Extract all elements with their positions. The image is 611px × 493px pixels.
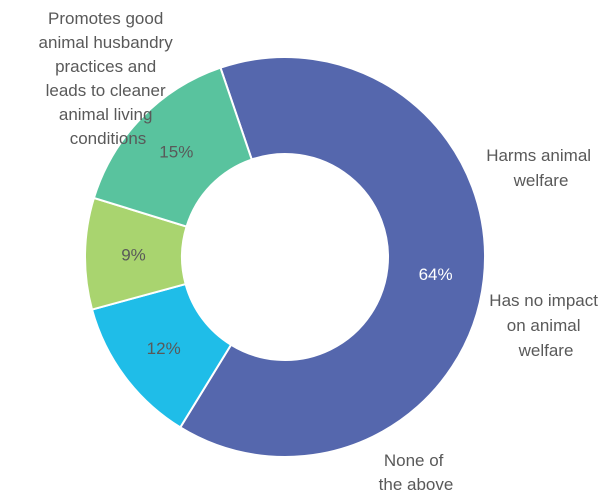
category-label-no-impact-line-1: Has no impact	[489, 291, 598, 310]
category-label-harms-line-1: Harms animal	[486, 146, 591, 165]
category-label-promotes-line-4: leads to cleaner	[46, 81, 166, 100]
data-label-promotes: 64%	[419, 265, 453, 284]
category-label-harms: Harms animal welfare	[486, 146, 596, 190]
category-label-promotes-line-5: animal living	[59, 105, 153, 124]
category-label-none: None of the above	[379, 451, 454, 493]
category-label-promotes-line-2: animal husbandry	[39, 33, 174, 52]
category-label-harms-line-2: welfare	[513, 171, 569, 190]
slice-none	[92, 66, 254, 228]
category-label-promotes: Promotes good animal husbandry practices…	[39, 9, 178, 148]
data-label-none: 15%	[159, 142, 193, 161]
data-label-no-impact: 9%	[121, 245, 146, 264]
slice-promotes	[178, 56, 486, 458]
category-label-none-line-2: the above	[379, 475, 454, 493]
category-label-promotes-line-3: practices and	[55, 57, 156, 76]
category-label-no-impact-line-2: on animal	[507, 316, 581, 335]
category-label-promotes-line-1: Promotes good	[48, 9, 163, 28]
category-label-no-impact-line-3: welfare	[518, 341, 574, 360]
data-labels-group: 64% 12% 9% 15%	[121, 142, 452, 357]
category-label-no-impact: Has no impact on animal welfare	[489, 291, 602, 360]
data-label-harms: 12%	[147, 339, 181, 358]
category-label-none-line-1: None of	[384, 451, 444, 470]
category-label-promotes-line-6: conditions	[70, 129, 147, 148]
slices-group	[84, 56, 486, 458]
